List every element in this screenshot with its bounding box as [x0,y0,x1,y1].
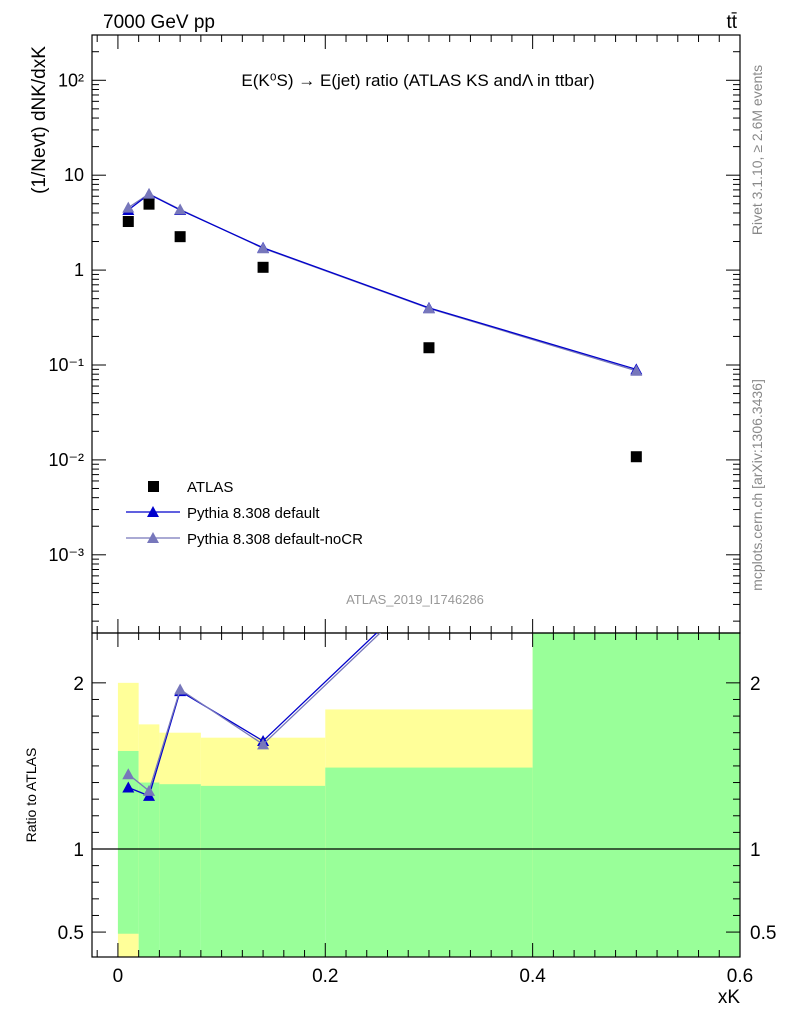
ratio-y-tick-label: 1 [73,840,84,861]
beam-label: 7000 GeV pp [103,12,215,33]
mcplots-label: mcplots.cern.ch [arXiv:1306.3436] [749,379,765,591]
analysis-id: ATLAS_2019_I1746286 [346,592,484,607]
green-band-4 [325,767,533,957]
ratio-point [257,738,270,750]
y-tick-label: 10² [58,70,84,90]
ratio-point [122,781,135,793]
x-tick-label: 0.2 [312,966,338,987]
ratio-point [174,683,187,695]
ratio-series-group [122,633,382,801]
plot-title: E(K⁰S) → E(jet) ratio (ATLAS KS andΛ in … [241,71,594,90]
y-tick-label: 1 [74,260,84,280]
x-tick-label: 0 [113,966,124,987]
pythia-nocr-point [257,242,270,254]
green-band-2 [159,784,201,957]
data-series [122,187,643,801]
ratio-bands [117,633,740,957]
main-y-axis-label: (1/Nevt) dNK/dxK [29,46,50,194]
ratio-point [122,768,135,780]
legend-pythia-default-label: Pythia 8.308 default [187,505,320,522]
pythia-nocr-point [422,302,435,314]
y-tick-label: 10⁻¹ [48,355,84,375]
pythia-nocr-point [122,201,135,213]
ratio-point [143,784,156,796]
y-tick-label: 10 [64,165,84,185]
pythia-nocr-point [174,203,187,215]
rivet-label: Rivet 3.1.10, ≥ 2.6M events [749,65,765,235]
atlas-data-point [143,198,155,210]
x-tick-label: 0.4 [519,966,546,987]
green-band-3 [200,785,326,957]
main-line-pythia-default [127,193,637,370]
legend-pythia-nocr-label: Pythia 8.308 default-noCR [187,531,363,548]
legend-pythia-nocr-marker [147,532,159,543]
atlas-data-point [257,261,269,273]
ratio-y-tick-label-right: 0.5 [750,923,776,944]
ratio-y-tick-label-right: 1 [750,840,761,861]
x-axis-label: xK [718,987,741,1008]
ratio-y-tick-label-right: 2 [750,674,761,695]
atlas-data-point [122,216,134,228]
pythia-nocr-point [630,364,643,376]
axes: 10⁻³ 10⁻² 10⁻¹ 1 10 10² 0.5 0.5 1 1 2 2 0 0.2 0.4 0.6 [48,34,776,987]
green-band-5 [532,633,740,957]
green-band-0 [117,750,139,934]
y-tick-label: 10⁻² [48,450,84,470]
plot-frames [91,34,741,958]
y-tick-label: 10⁻³ [48,545,84,565]
ratio-y-tick-label: 0.5 [58,923,84,944]
legend-atlas-label: ATLAS [187,479,233,496]
x-tick-label: 0.6 [727,966,753,987]
ratio-y-axis-label: Ratio to ATLAS [23,748,39,843]
process-label: tt̄ [726,12,737,33]
legend-atlas-marker [148,481,159,492]
pythia-nocr-point [143,187,156,199]
atlas-data-point [630,451,642,463]
green-band-1 [138,782,160,957]
ratio-y-tick-label: 2 [73,674,84,695]
legend-pythia-default-marker [147,506,159,517]
atlas-data-point [174,231,186,243]
atlas-data-point [423,342,435,354]
legend: ATLAS Pythia 8.308 default Pythia 8.308 … [126,479,363,548]
ratio-plot-frame [91,632,741,958]
